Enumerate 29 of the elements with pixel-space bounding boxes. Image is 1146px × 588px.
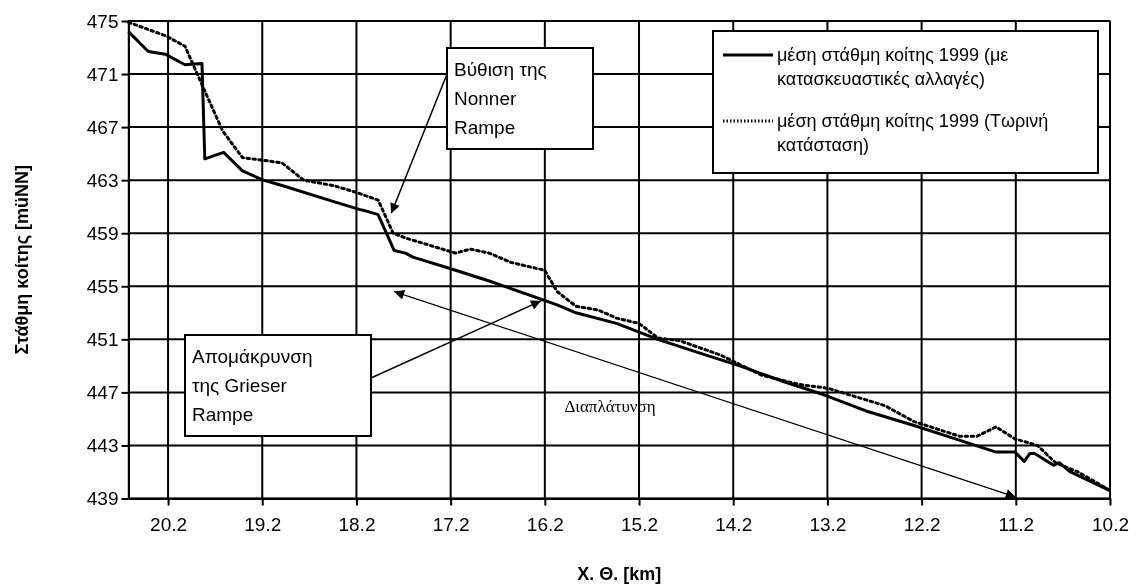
callout-box: Απομάκρυνση της Grieser Rampe <box>184 334 372 437</box>
x-tick-label: 17.2 <box>432 514 470 536</box>
x-tick-label: 18.2 <box>338 514 376 536</box>
y-tick-label: 475 <box>86 10 119 32</box>
x-axis-title: Χ. Θ. [km] <box>577 564 662 584</box>
x-tick-label: 14.2 <box>715 514 753 536</box>
y-tick-label: 459 <box>86 222 119 244</box>
x-tick-label: 13.2 <box>809 514 847 536</box>
annotation: Βύθιση της Nonner Rampe <box>454 59 547 138</box>
annotation: Απομάκρυνση της Grieser Rampe <box>192 346 313 425</box>
y-tick-label: 467 <box>86 116 119 138</box>
y-tick-label: 471 <box>86 63 119 85</box>
x-tick-label: 15.2 <box>621 514 659 536</box>
x-tick-label: 19.2 <box>244 514 282 536</box>
y-tick-label: 451 <box>86 328 119 350</box>
y-tick-label: 439 <box>86 488 119 510</box>
x-tick-label: 16.2 <box>526 514 564 536</box>
y-tick-label: 455 <box>86 275 119 297</box>
y-tick-label: 443 <box>86 435 119 457</box>
x-tick-label: 20.2 <box>150 514 188 536</box>
y-axis-title: Στάθμη κοίτης [müNN] <box>12 164 32 355</box>
x-tick-label: 11.2 <box>998 514 1035 536</box>
legend-label: μέση στάθμη κοίτης 1999 (Τωρινή κατάσταση) <box>777 111 1049 155</box>
y-tick-label: 447 <box>86 381 119 403</box>
x-tick-label: 12.2 <box>903 514 941 536</box>
callout-box: Βύθιση της Nonner Rampe <box>446 47 594 150</box>
x-tick-label: 10.2 <box>1092 514 1129 536</box>
legend-label: μέση στάθμη κοίτης 1999 (με κατασκευαστικές αλλαγές) <box>777 45 1009 89</box>
y-tick-label: 463 <box>86 169 119 191</box>
